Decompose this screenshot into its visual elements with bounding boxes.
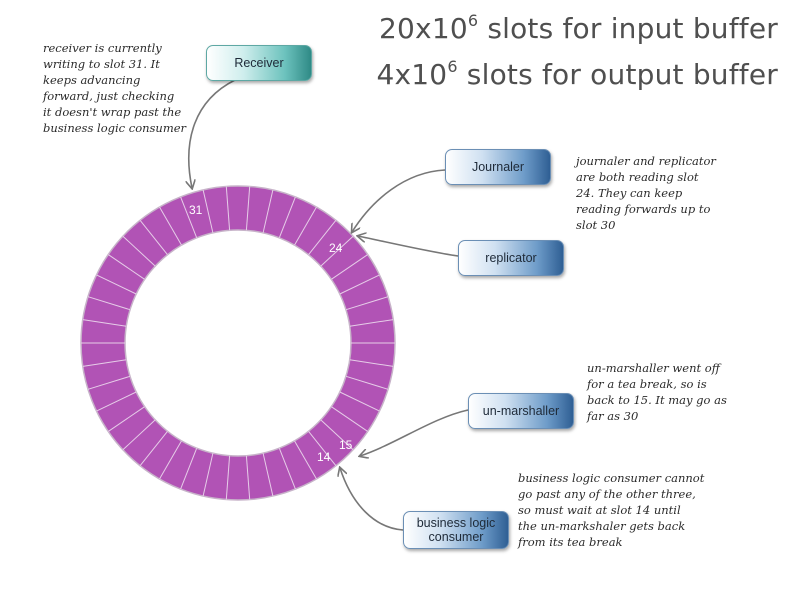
slot-divider — [278, 448, 296, 490]
slot-divider — [294, 440, 317, 480]
slot-divider — [331, 254, 368, 280]
slot-divider — [308, 430, 337, 467]
slot-divider — [339, 274, 380, 295]
replicator-arrow — [358, 236, 459, 257]
slot-divider — [139, 219, 168, 256]
slot-divider — [82, 319, 127, 327]
slot-divider — [320, 419, 354, 451]
slot-label-31: 31 — [189, 203, 203, 217]
slot-label-14: 14 — [317, 450, 331, 464]
slot-divider — [122, 235, 156, 267]
business-logic-consumer-box: business logic consumer — [403, 511, 509, 549]
slot-divider — [262, 453, 274, 497]
slot-label-15: 15 — [339, 438, 353, 452]
journaler-arrow — [352, 169, 446, 232]
unmarshaller-arrow — [360, 409, 469, 456]
slot-divider — [308, 219, 337, 256]
slot-divider — [345, 296, 389, 311]
receiver-box: Receiver — [206, 45, 312, 81]
slot-divider — [320, 235, 354, 267]
slot-divider — [225, 186, 231, 231]
slot-label-24: 24 — [329, 241, 343, 255]
input-buffer-title: 20x106 slots for input buffer — [379, 10, 778, 45]
slot-divider — [87, 375, 131, 390]
slot-divider — [87, 296, 131, 311]
slot-divider — [82, 359, 127, 367]
slot-divider — [245, 186, 251, 231]
replicator-box: replicator — [458, 240, 564, 276]
slot-divider — [96, 391, 137, 412]
ring-buffer — [80, 185, 396, 501]
slot-divider — [225, 455, 231, 500]
slot-divider — [180, 196, 198, 238]
slot-divider — [349, 319, 394, 327]
slot-divider — [202, 453, 214, 497]
journaler-box: Journaler — [445, 149, 551, 185]
slot-divider — [349, 359, 394, 367]
receiver-note: receiver is currently writing to slot 31.… — [43, 41, 187, 135]
slot-divider — [202, 189, 214, 233]
slot-divider — [159, 440, 182, 480]
unmarshaller-box: un-marshaller — [468, 393, 574, 429]
connector-arrows — [189, 79, 469, 531]
slot-divider — [345, 375, 389, 390]
business-logic-note: business logic consumer cannot go past an… — [518, 471, 705, 549]
slot-divider — [278, 196, 296, 238]
slot-divider — [339, 391, 380, 412]
slot-divider — [108, 406, 145, 432]
slot-divider — [108, 254, 145, 280]
journaler-replicator-note: journaler and replicator are both reading… — [576, 154, 716, 232]
slot-divider — [294, 206, 317, 246]
slot-divider — [159, 206, 182, 246]
slot-divider — [96, 274, 137, 295]
slot-divider — [245, 455, 251, 500]
slot-divider — [331, 406, 368, 432]
slot-divider — [262, 189, 274, 233]
slot-divider — [122, 419, 156, 451]
output-buffer-title: 4x106 slots for output buffer — [376, 56, 778, 91]
receiver-arrow — [189, 79, 236, 188]
business-arrow — [340, 468, 404, 531]
slot-divider — [139, 430, 168, 467]
slot-divider — [180, 448, 198, 490]
ring-body — [80, 185, 396, 501]
unmarshaller-note: un-marshaller went off for a tea break, s… — [587, 361, 727, 423]
